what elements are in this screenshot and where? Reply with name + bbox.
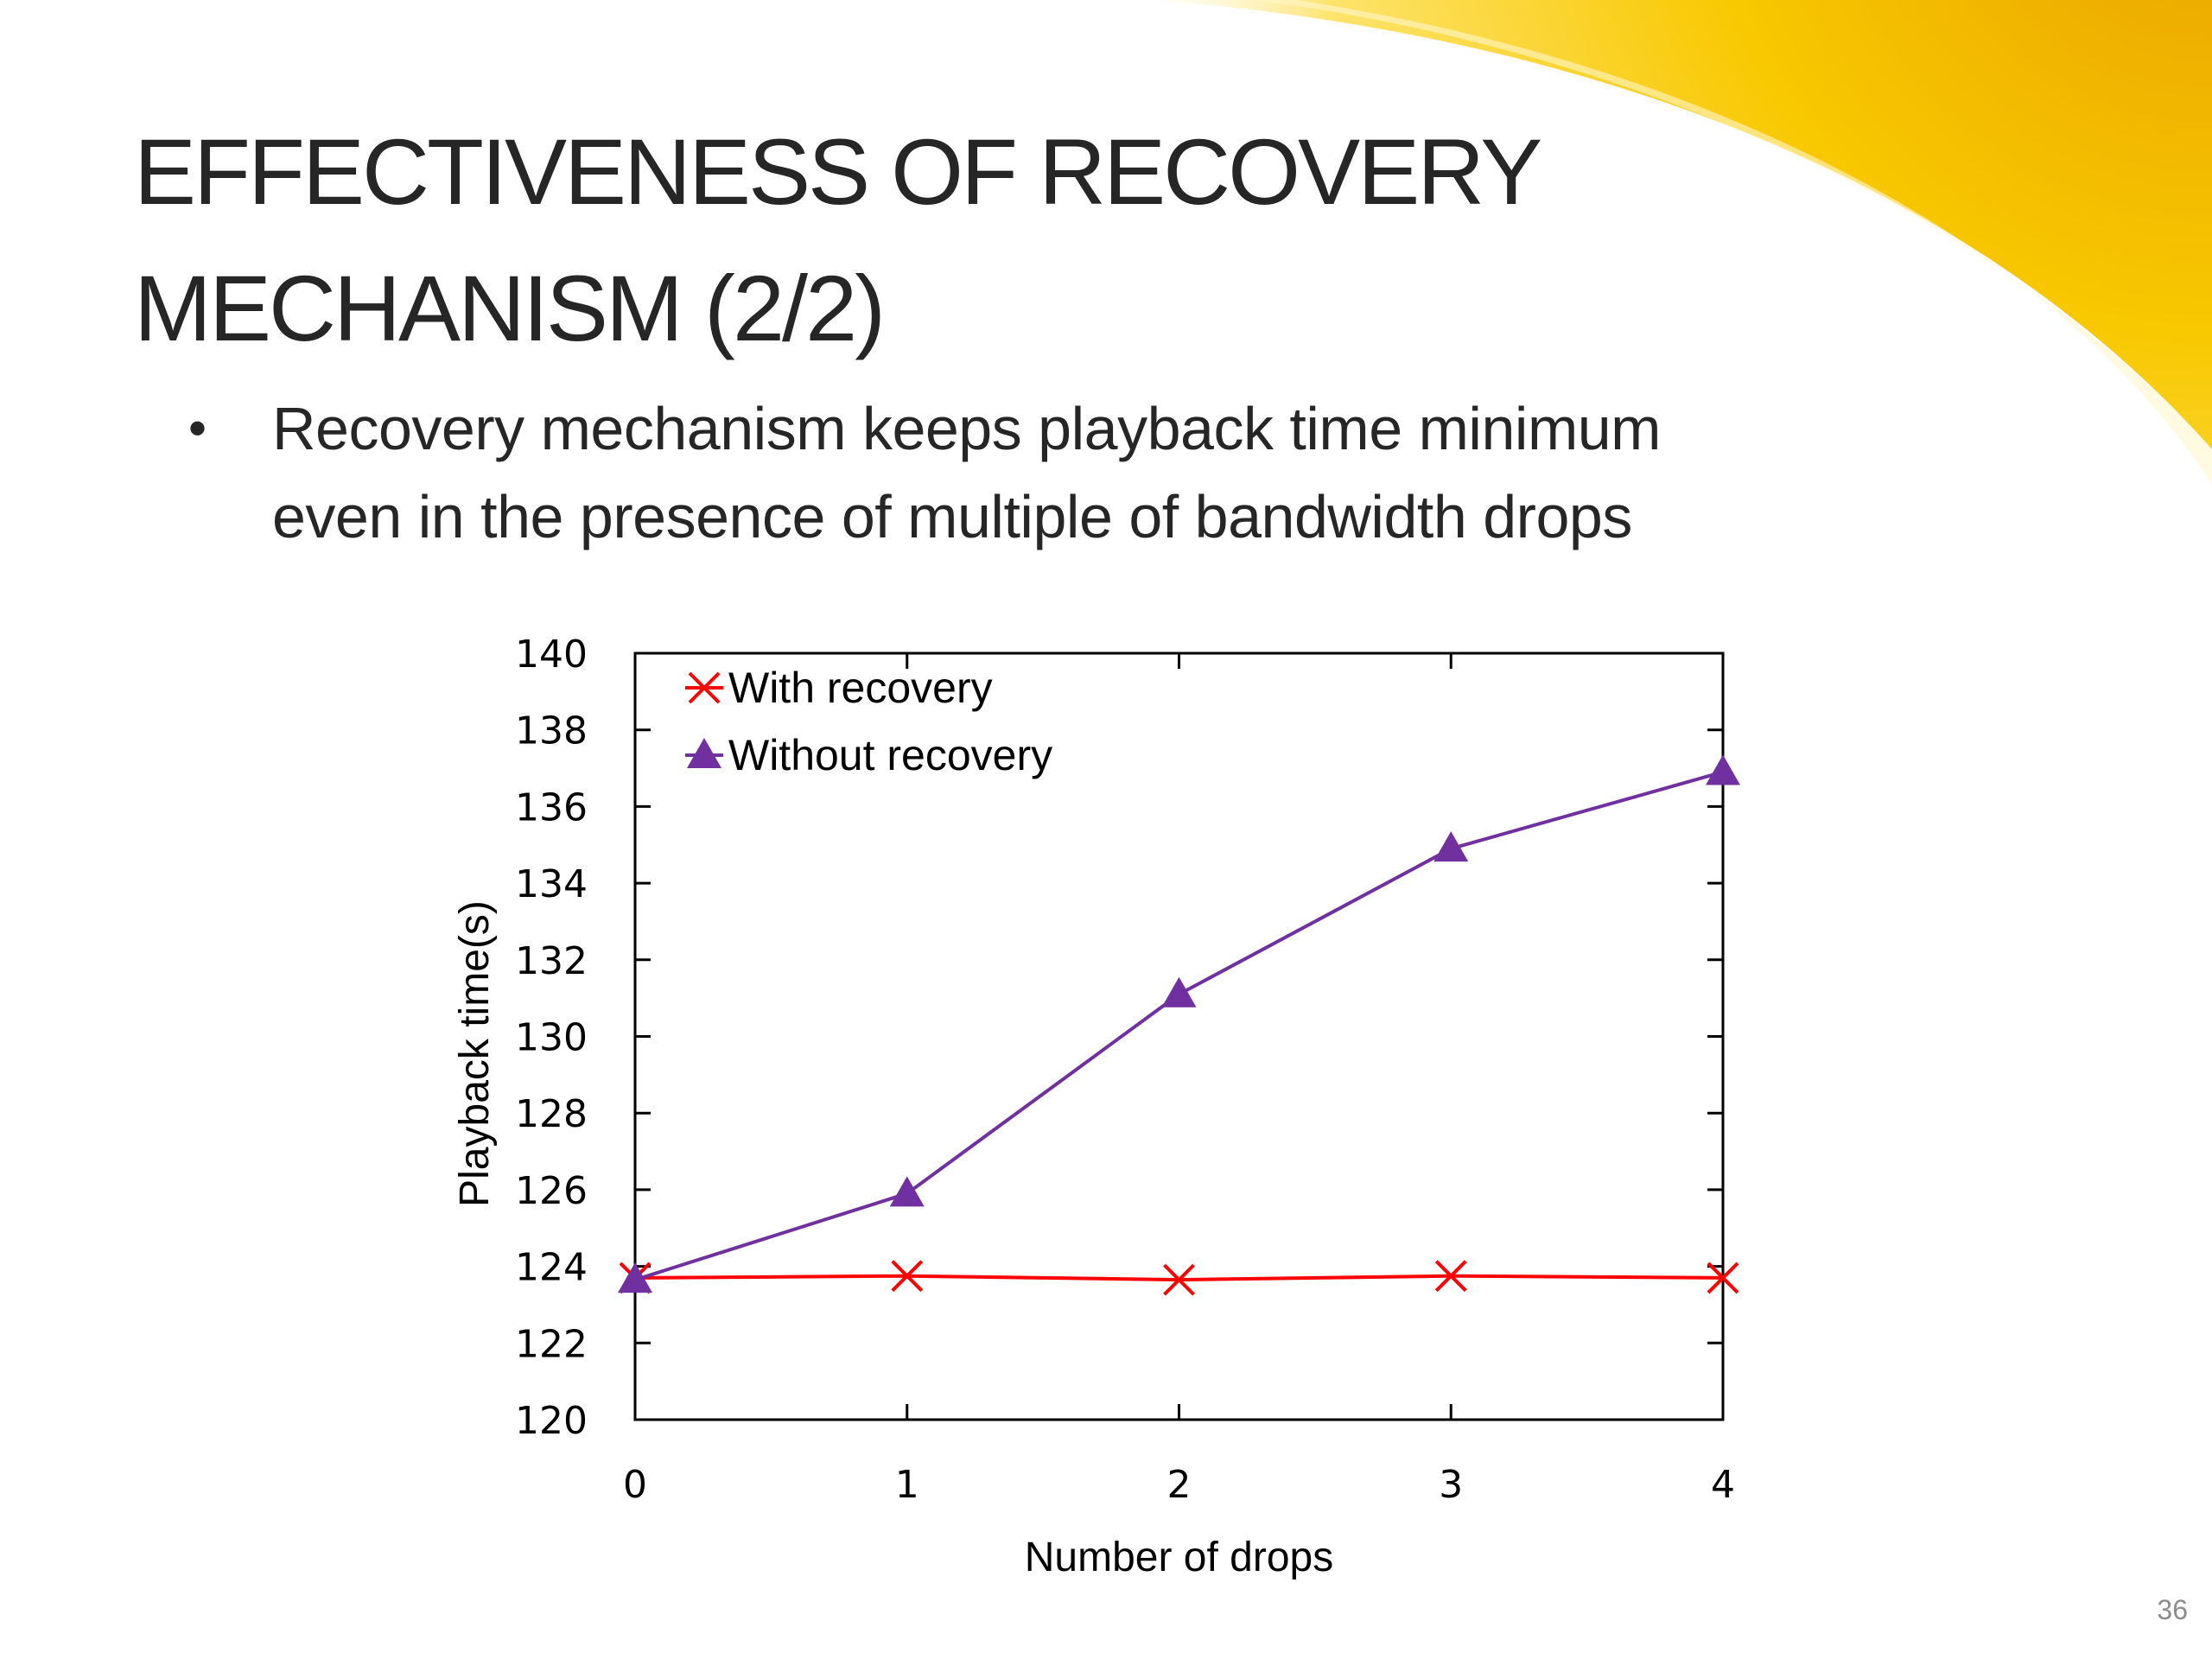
series-with-recovery (619, 1260, 1739, 1296)
y-axis-title: Playback time(s) (452, 900, 498, 1207)
legend-item: With recovery (685, 664, 993, 712)
bullet-text-line-1: Recovery mechanism keeps playback time m… (272, 395, 1662, 462)
y-tick-label: 140 (515, 632, 588, 677)
data-point-x-marker (1434, 1260, 1467, 1293)
data-point-triangle-marker (618, 1262, 652, 1294)
x-tick-label: 4 (1711, 1463, 1735, 1507)
data-point-triangle-marker (1706, 754, 1740, 785)
data-point-triangle-marker (1161, 976, 1197, 1007)
marker-x-stroke (1434, 1260, 1467, 1293)
y-tick-label: 128 (515, 1092, 588, 1136)
legend-label: With recovery (728, 664, 993, 712)
x-tick-label: 3 (1439, 1463, 1463, 1507)
bullet-text-line-2: even in the presence of multiple of band… (272, 483, 1632, 550)
data-point-x-marker (891, 1260, 924, 1293)
y-tick-label: 124 (515, 1246, 588, 1290)
legend-label: Without recovery (728, 731, 1052, 779)
series (618, 754, 1740, 1296)
x-tick-label: 1 (895, 1463, 919, 1507)
data-point-x-marker (1163, 1263, 1195, 1296)
data-point-triangle-marker (889, 1176, 925, 1207)
x-tick-label: 0 (623, 1463, 647, 1507)
marker-x-stroke (1707, 1262, 1739, 1294)
data-point-triangle-marker (1433, 831, 1469, 862)
marker-x-stroke (1163, 1263, 1195, 1296)
series-line (634, 770, 1724, 1282)
slide-title-line-1: EFFECTIVENESS OF RECOVERY (134, 119, 1542, 224)
y-tick-label: 134 (515, 862, 588, 906)
page-number: 36 (2157, 1594, 2188, 1625)
y-tick-label: 136 (515, 785, 588, 830)
y-tick-label: 126 (515, 1169, 588, 1213)
legend: With recovery Without recovery (685, 664, 1052, 779)
y-tick-label: 122 (515, 1322, 588, 1366)
axes: 120 122 124 126 128 130 132 134 136 138 140 0 1 2 3 4 (515, 632, 1735, 1507)
data-point-x-marker (1707, 1262, 1739, 1294)
slide-title: EFFECTIVENESS OF RECOVERY MECHANISM (2/2… (134, 104, 1542, 377)
bullet-text: Recovery mechanism keeps playback time m… (272, 385, 1662, 561)
x-tick-label: 2 (1167, 1463, 1192, 1507)
series-without-recovery (618, 754, 1740, 1294)
marker-x-stroke (688, 671, 721, 704)
legend-x-marker-icon (688, 671, 721, 704)
y-tick-label: 130 (515, 1016, 588, 1060)
marker-x-stroke (891, 1260, 924, 1293)
slide-title-line-2: MECHANISM (2/2) (134, 256, 886, 360)
bullet-icon: • (188, 399, 207, 457)
legend-triangle-marker-icon (687, 738, 721, 768)
legend-item: Without recovery (685, 731, 1052, 779)
y-tick-label: 120 (515, 1399, 588, 1443)
y-tick-label: 138 (515, 709, 588, 753)
y-tick-label: 132 (515, 939, 588, 983)
x-axis-title: Number of drops (1025, 1535, 1334, 1580)
